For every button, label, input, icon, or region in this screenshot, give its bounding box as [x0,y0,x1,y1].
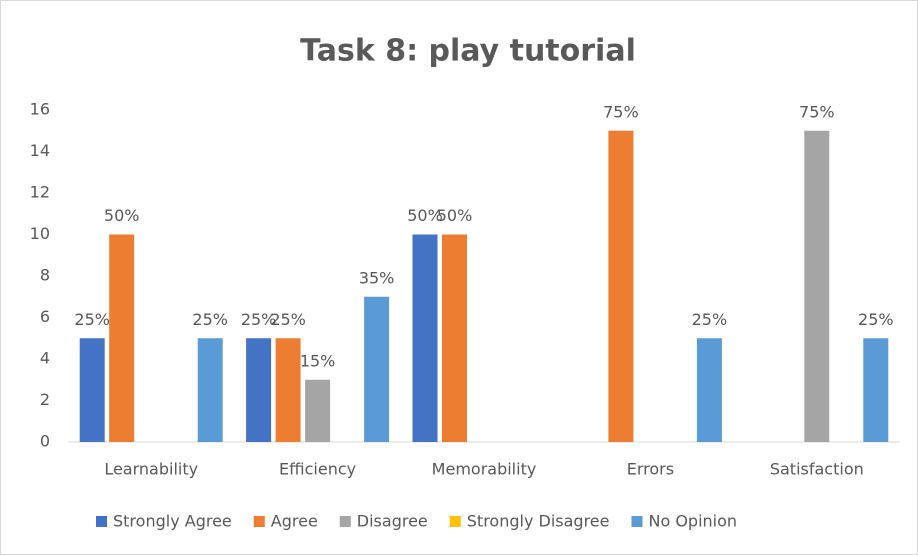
legend-label: Strongly Agree [113,512,232,531]
data-label: 50% [437,206,473,225]
data-label: 25% [692,310,728,329]
legend-swatch [339,516,351,527]
y-tick-label: 16 [30,100,50,119]
data-label: 25% [74,310,110,329]
data-label: 75% [799,102,835,121]
y-tick-label: 12 [30,183,50,202]
data-label: 25% [858,310,894,329]
data-label: 75% [603,102,639,121]
chart-title: Task 8: play tutorial [300,34,636,69]
x-tick-label: Efficiency [279,460,356,479]
bar [79,338,105,442]
bar [364,296,390,442]
x-tick-label: Satisfaction [770,460,864,479]
data-label: 25% [270,310,306,329]
legend-label: Agree [271,512,318,531]
y-tick-label: 2 [40,390,50,409]
bar [863,338,889,442]
legend-swatch [253,516,265,527]
data-label: 15% [300,351,336,370]
bar [608,130,634,442]
x-tick-label: Learnability [104,460,198,479]
y-tick-label: 6 [40,307,50,326]
data-label: 25% [192,310,228,329]
legend-swatch [631,516,643,527]
legend-label: Disagree [357,512,428,531]
data-label: 50% [407,206,443,225]
bar [246,338,272,442]
bar [109,234,135,442]
bar [804,130,830,442]
legend-label: Strongly Disagree [467,512,610,531]
bar [275,338,301,442]
bar [305,379,331,442]
y-tick-label: 14 [30,141,50,160]
bar [412,234,438,442]
y-tick-label: 4 [40,349,50,368]
y-tick-label: 0 [40,432,50,451]
bar [442,234,467,442]
y-tick-label: 10 [30,224,50,243]
legend-swatch [449,516,461,527]
data-label: 25% [241,310,277,329]
bar [197,338,223,442]
y-tick-label: 8 [40,266,50,285]
data-label: 35% [359,268,395,287]
x-tick-label: Memorability [432,460,537,479]
bar [696,338,722,442]
legend-label: No Opinion [648,512,737,531]
x-tick-label: Errors [627,460,674,479]
data-label: 50% [104,206,140,225]
legend-swatch [96,516,107,527]
